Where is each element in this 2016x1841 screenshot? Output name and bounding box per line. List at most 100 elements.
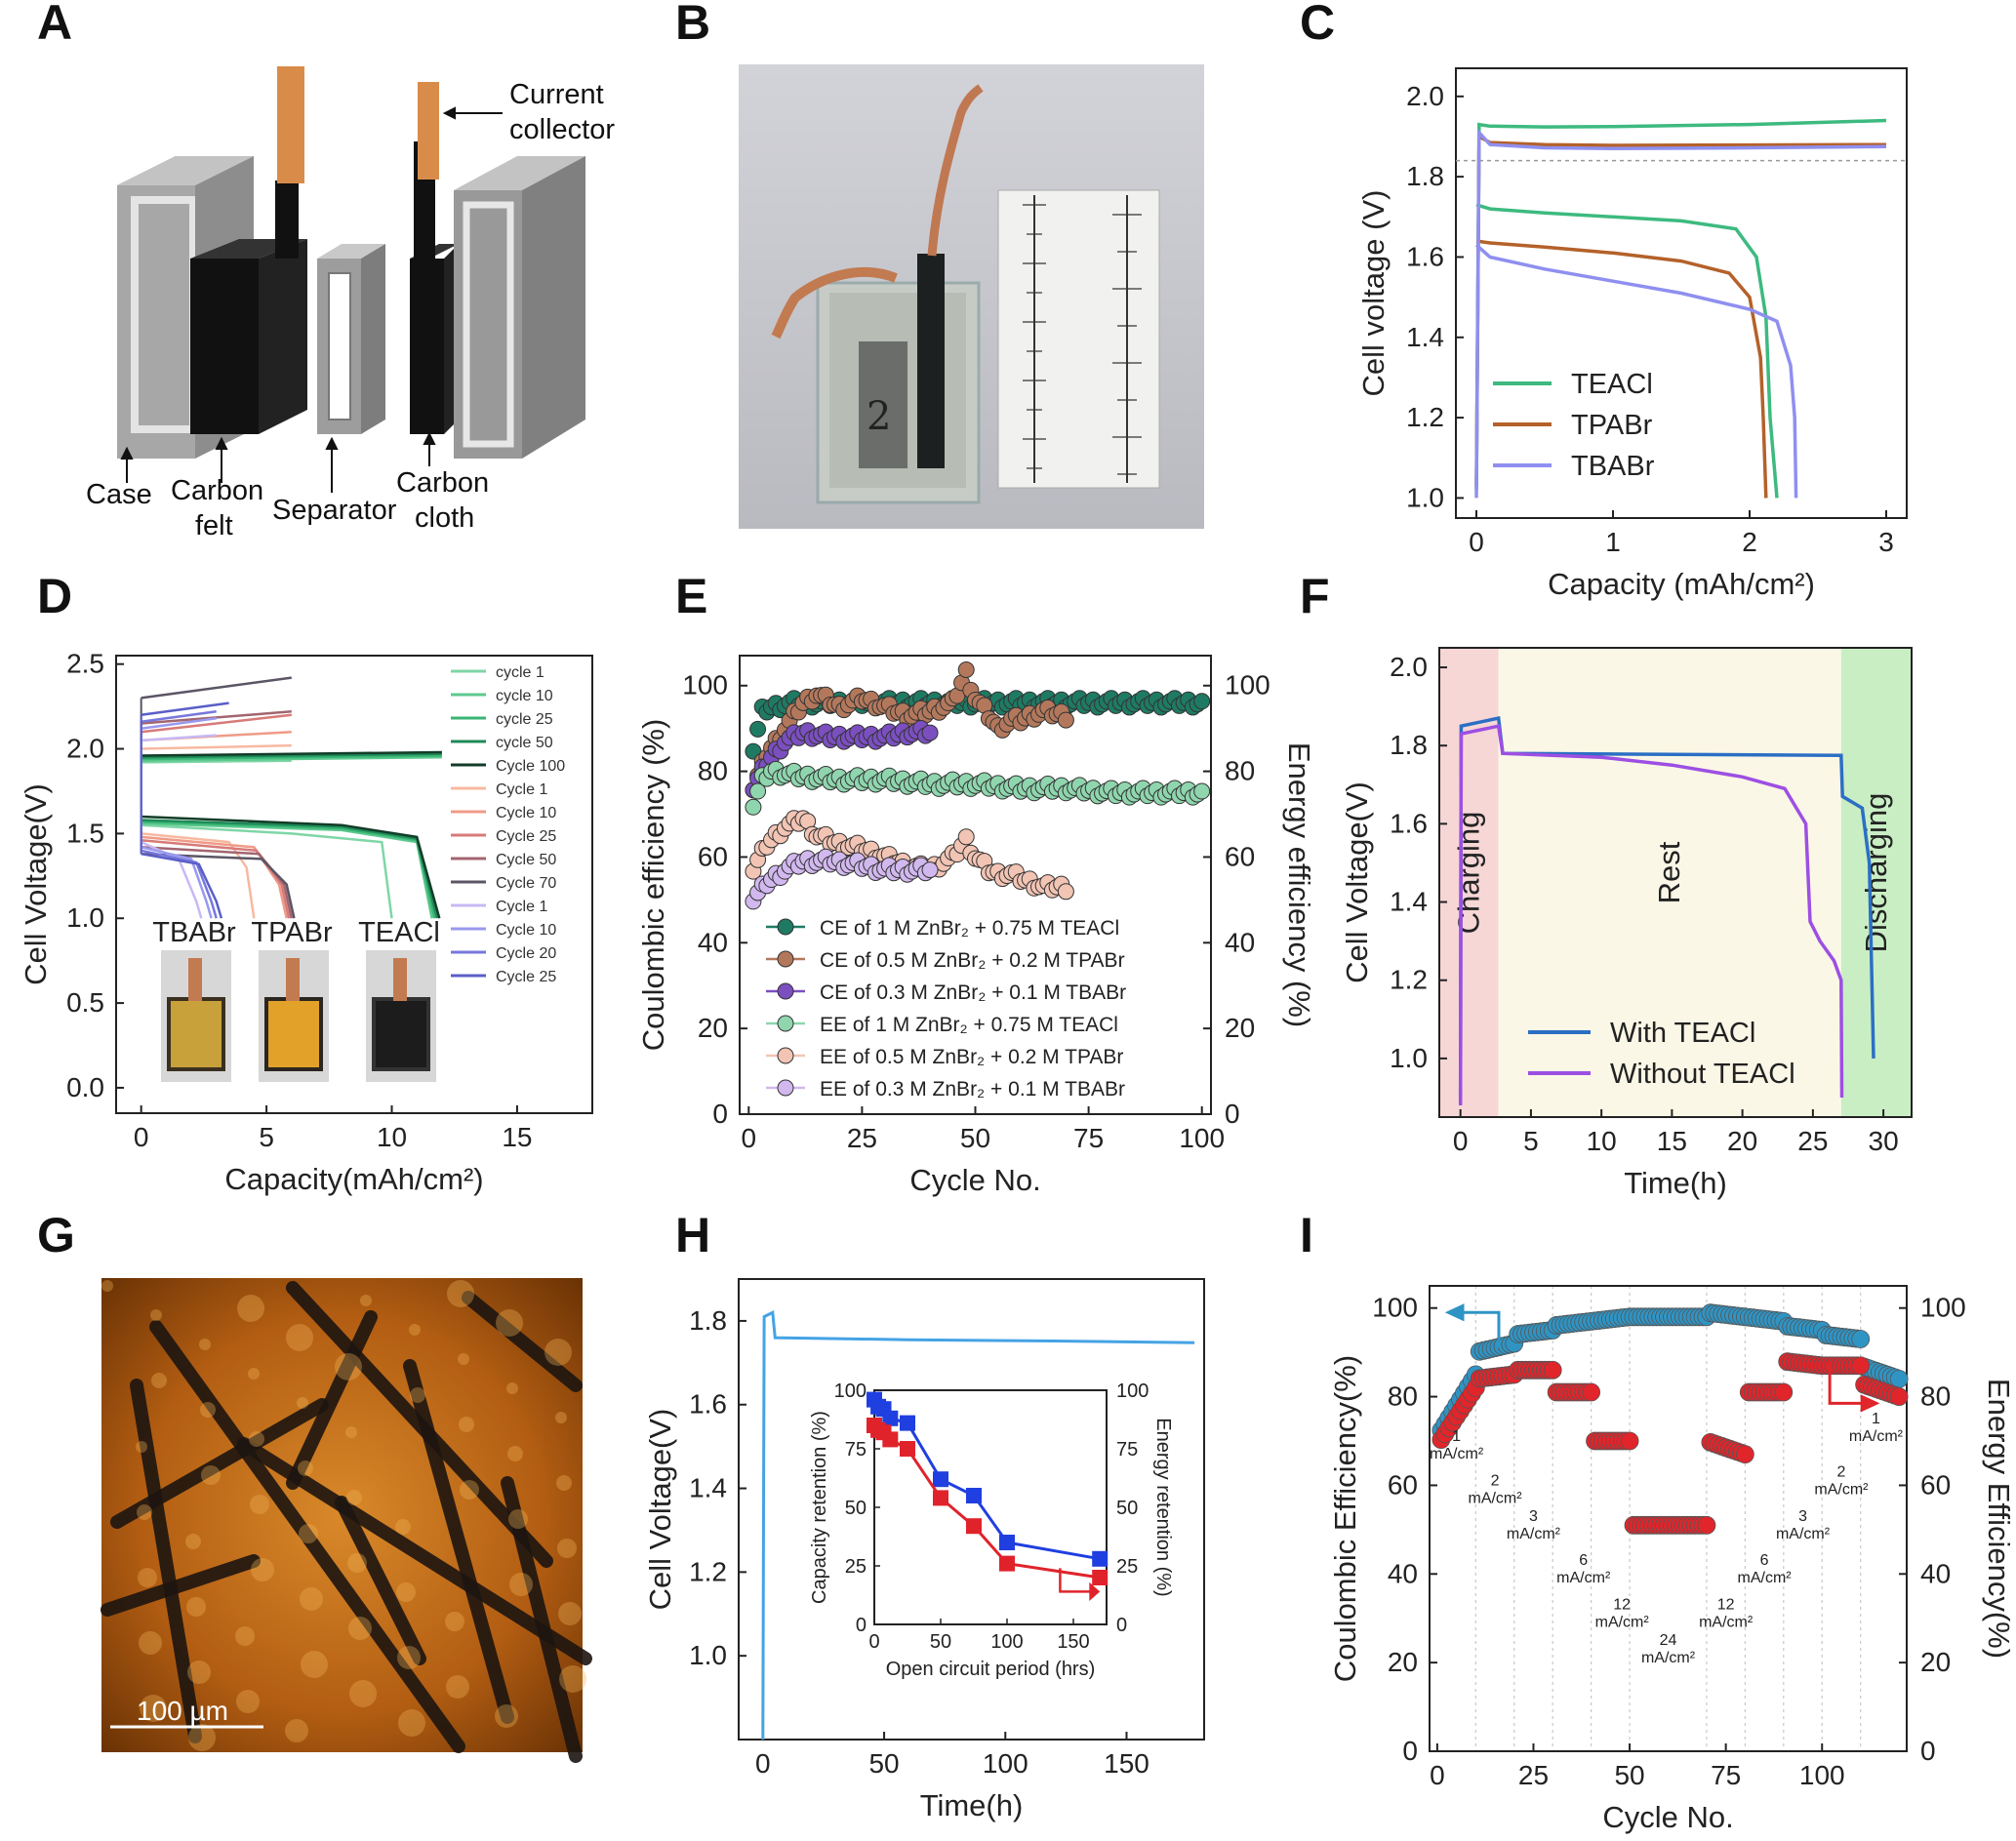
legend-label: TEACl (1571, 369, 1653, 400)
inset-x-tick-label: 150 (1057, 1631, 1089, 1653)
crystal-grain (286, 1324, 313, 1351)
copper-tab-right (927, 84, 984, 257)
crystal-grain (345, 1426, 357, 1438)
current-density-unit: mA/cm² (1430, 1446, 1484, 1462)
x-tick-label: 0 (134, 1122, 149, 1152)
crystal-grain (335, 1353, 362, 1381)
x-tick-label: 15 (1657, 1126, 1687, 1156)
left-axis-arrow (1456, 1310, 1501, 1348)
crystal-grain (459, 1417, 474, 1432)
y-tick-label: 1.5 (66, 818, 104, 848)
inset-y2-tick-label: 25 (1116, 1556, 1138, 1578)
y2-tick-label: 40 (1225, 927, 1255, 957)
crystal-grain (199, 1339, 211, 1350)
x-tick-label: 0 (1469, 527, 1484, 557)
panel-letter-f: F (1300, 569, 1330, 623)
y-tick-label: 2.0 (1406, 81, 1444, 111)
series-line-discharge (141, 815, 441, 919)
series-line-discharge (141, 846, 213, 919)
carbon-cloth (410, 82, 459, 434)
y-tick-label: 1.2 (1406, 402, 1444, 432)
region-band (1840, 648, 1912, 1117)
crystal-grain (299, 1524, 318, 1543)
inset-tab (393, 958, 407, 1001)
inset-y-tick-label: 75 (845, 1439, 867, 1461)
legend-label: CE of 1 M ZnBr₂ + 0.75 M TEACl (820, 917, 1119, 940)
series-line-charge (141, 710, 292, 725)
legend-marker (777, 982, 794, 1000)
y-tick-label: 20 (698, 1013, 728, 1043)
x-tick-label: 100 (983, 1748, 1028, 1779)
crystal-grain (396, 1582, 416, 1602)
data-point (1620, 1431, 1639, 1451)
inset-y2-tick-label: 75 (1116, 1439, 1138, 1461)
crystal-grain (496, 1309, 523, 1337)
crystal-grain (300, 1587, 323, 1611)
x-axis-label: Capacity (mAh/cm²) (1548, 567, 1815, 601)
crystal-grain (188, 1724, 216, 1751)
x-axis-label: Cycle No. (909, 1163, 1040, 1197)
y-tick-label: 40 (1388, 1558, 1418, 1588)
label-carbon-cloth-2: cloth (415, 502, 474, 534)
crystal-grain (348, 1617, 372, 1640)
series-line-charge (141, 676, 292, 700)
x-tick-label: 100 (1799, 1760, 1845, 1790)
plot-frame (1438, 647, 1913, 1118)
inset-y2-label: Energy retention (%) (1152, 1418, 1174, 1596)
legend-label: cycle 25 (496, 711, 553, 728)
x-tick-label: 25 (1797, 1126, 1828, 1156)
crystal-grain (509, 1573, 533, 1596)
crystal-grain (301, 1651, 328, 1678)
inset-axis-arrowhead (1089, 1581, 1101, 1601)
data-point (1193, 782, 1211, 800)
panel-a: A (37, 0, 615, 541)
crystal-grain (248, 1368, 260, 1380)
y-tick-label: 0 (1402, 1736, 1418, 1766)
crystal-grain (346, 1490, 362, 1505)
legend-label: cycle 50 (496, 735, 553, 751)
inset-y2-tick-label: 50 (1116, 1498, 1138, 1519)
crystal-grain (409, 1324, 421, 1336)
panel-g: G 100 µm (37, 1208, 592, 1763)
label-current: Current (509, 79, 604, 110)
series-line-discharge (141, 852, 223, 919)
series-line-charge (141, 755, 442, 762)
inset-data-point (933, 1490, 948, 1506)
series-line-charge-teacl (1474, 118, 1887, 491)
data-point (1774, 1382, 1794, 1402)
y-tick-label: 1.8 (1390, 730, 1428, 760)
x-tick-label: 50 (960, 1123, 990, 1153)
series-line (1458, 724, 1844, 1106)
inset-data-point (1092, 1570, 1109, 1585)
region-label: Charging (1451, 812, 1485, 935)
crystal-grain (558, 1602, 582, 1625)
series-line-discharge (141, 821, 433, 919)
x-axis-label: Capacity(mAh/cm²) (224, 1162, 483, 1196)
series-line-charge (141, 754, 442, 761)
data-point (1057, 711, 1074, 729)
panel-b: B 2 (675, 0, 1204, 529)
data-point (745, 798, 762, 816)
panel-letter-e: E (675, 569, 707, 623)
data-point (921, 861, 939, 879)
crystal-grain (298, 1461, 313, 1476)
y-tick-label: 1.4 (1390, 887, 1428, 917)
legend-label: Cycle 25 (496, 828, 556, 845)
legend-label: Cycle 100 (496, 758, 565, 775)
series-line-discharge-tpabr (1475, 239, 1768, 499)
region-label: Rest (1652, 841, 1686, 903)
crystal-grain (445, 1612, 464, 1631)
crystal-grain (101, 1280, 113, 1292)
x-tick-label: 150 (1104, 1748, 1149, 1779)
carbon-fiber (403, 1359, 514, 1724)
data-point (1735, 1445, 1754, 1464)
current-density-value: 1 (1452, 1428, 1461, 1445)
current-density-unit: mA/cm² (1507, 1526, 1561, 1542)
x-tick-label: 25 (847, 1123, 877, 1153)
y-tick-label: 80 (1388, 1381, 1418, 1412)
carbon-fibers (101, 1280, 592, 1763)
inset-y2-tick-label: 0 (1116, 1615, 1127, 1636)
data-point (1543, 1360, 1562, 1380)
y2-tick-label: 40 (1920, 1558, 1951, 1588)
